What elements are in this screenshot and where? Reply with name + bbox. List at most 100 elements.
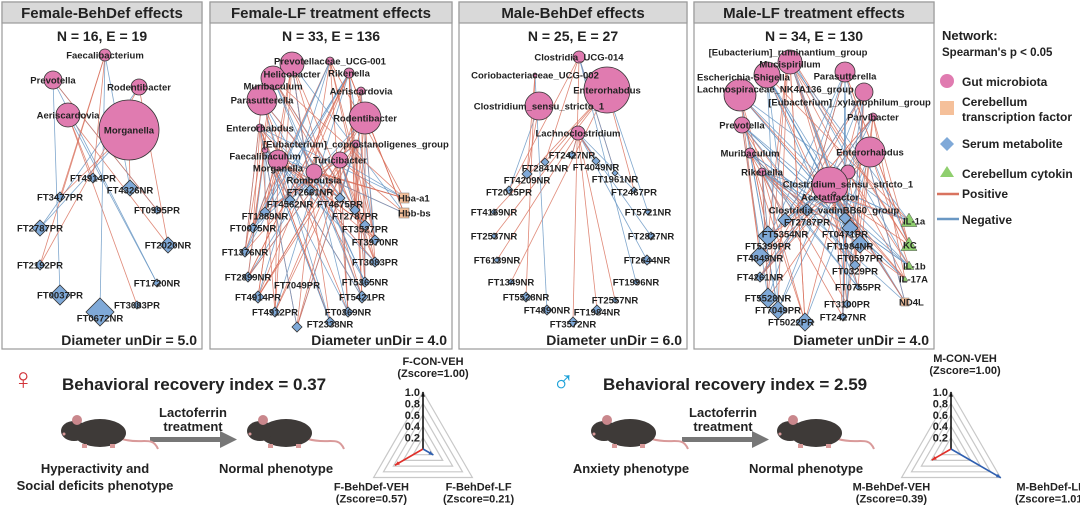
gut-microbiota-node[interactable] [831,191,837,197]
serum-metabolite-node[interactable] [838,312,848,322]
gut-microbiota-node[interactable] [757,167,767,177]
serum-metabolite-node[interactable] [540,157,550,167]
gut-microbiota-node[interactable] [348,101,382,135]
serum-metabolite-node[interactable] [541,304,553,316]
serum-metabolite-node[interactable] [349,204,361,216]
gut-microbiota-node[interactable] [55,102,81,128]
gut-microbiota-node[interactable] [733,116,751,134]
serum-metabolite-node[interactable] [152,205,162,215]
transcription-factor-node[interactable] [398,207,410,219]
serum-metabolite-node[interactable] [850,234,870,254]
gut-microbiota-node[interactable] [723,78,757,112]
serum-metabolite-node[interactable] [768,300,788,320]
serum-metabolite-node[interactable] [247,222,259,234]
gut-microbiota-node[interactable] [246,84,278,116]
gut-microbiota-node[interactable] [43,70,63,90]
gut-microbiota-node[interactable] [267,149,289,171]
serum-metabolite-node[interactable] [369,234,381,246]
serum-metabolite-node[interactable] [838,211,852,225]
serum-metabolite-node[interactable] [34,259,46,271]
serum-metabolite-node[interactable] [334,192,346,204]
serum-metabolite-node[interactable] [504,185,514,195]
serum-metabolite-node[interactable] [242,271,254,283]
serum-metabolite-node[interactable] [304,184,316,196]
serum-metabolite-node[interactable] [87,172,99,184]
gut-microbiota-node[interactable] [98,99,160,161]
cytokine-node[interactable] [900,236,918,251]
gut-microbiota-node[interactable] [753,61,781,89]
serum-metabolite-node[interactable] [842,299,852,309]
serum-metabolite-node[interactable] [630,186,638,194]
cytokine-node[interactable] [900,212,918,227]
serum-metabolite-node[interactable] [490,208,498,216]
gut-microbiota-node[interactable] [570,125,586,141]
serum-metabolite-node[interactable] [121,179,139,197]
gut-microbiota-node[interactable] [583,66,631,114]
serum-metabolite-node[interactable] [159,236,177,254]
gut-microbiota-node[interactable] [524,91,554,121]
serum-metabolite-node[interactable] [152,278,162,288]
serum-metabolite-node[interactable] [359,276,371,288]
serum-metabolite-node[interactable] [800,203,814,217]
serum-metabolite-node[interactable] [795,312,815,332]
serum-metabolite-node[interactable] [777,212,793,228]
serum-metabolite-node[interactable] [841,219,859,237]
serum-metabolite-node[interactable] [749,245,771,267]
serum-metabolite-node[interactable] [754,271,766,283]
gut-microbiota-node[interactable] [255,123,265,133]
serum-metabolite-node[interactable] [369,256,381,268]
serum-metabolite-node[interactable] [54,191,66,203]
gut-microbiota-node[interactable] [744,147,756,159]
gut-microbiota-node[interactable] [868,112,878,122]
serum-metabolite-node[interactable] [507,278,515,286]
serum-metabolite-node[interactable] [632,278,640,286]
serum-metabolite-node[interactable] [239,246,251,258]
gut-microbiota-node[interactable] [331,151,349,169]
serum-metabolite-node[interactable] [85,297,115,327]
serum-metabolite-node[interactable] [324,316,336,328]
gut-microbiota-node[interactable] [777,49,803,75]
serum-metabolite-node[interactable] [291,321,303,333]
gut-microbiota-node[interactable] [261,146,269,154]
gut-microbiota-node[interactable] [325,56,335,66]
serum-metabolite-node[interactable] [567,316,579,328]
serum-metabolite-node[interactable] [490,232,498,240]
serum-metabolite-node[interactable] [342,306,354,318]
serum-metabolite-node[interactable] [284,194,296,206]
gut-microbiota-node[interactable] [305,163,323,181]
gut-microbiota-node[interactable] [811,166,849,204]
serum-metabolite-node[interactable] [520,291,532,303]
serum-metabolite-node[interactable] [641,254,653,266]
cytokine-node[interactable] [903,260,915,270]
serum-metabolite-node[interactable] [251,290,265,304]
serum-metabolite-node[interactable] [567,150,577,160]
serum-metabolite-node[interactable] [132,300,142,310]
gut-microbiota-node[interactable] [343,67,355,79]
serum-metabolite-node[interactable] [757,225,779,247]
gut-microbiota-node[interactable] [854,136,886,168]
gut-microbiota-node[interactable] [532,72,538,78]
serum-metabolite-node[interactable] [359,219,371,231]
gut-microbiota-node[interactable] [130,78,148,96]
serum-metabolite-node[interactable] [521,168,533,180]
serum-metabolite-node[interactable] [644,208,652,216]
serum-metabolite-node[interactable] [31,219,49,237]
transcription-factor-node[interactable] [398,192,410,204]
serum-metabolite-node[interactable] [591,304,603,316]
gut-microbiota-node[interactable] [356,86,366,96]
gut-microbiota-node[interactable] [572,50,586,64]
serum-metabolite-node[interactable] [611,296,619,304]
gut-microbiota-node[interactable] [351,139,361,149]
serum-metabolite-node[interactable] [611,169,619,177]
serum-metabolite-node[interactable] [757,287,779,309]
transcription-factor-node[interactable] [900,297,910,307]
serum-metabolite-node[interactable] [355,290,369,304]
gut-microbiota-node[interactable] [834,61,856,83]
serum-metabolite-node[interactable] [493,256,501,264]
gut-microbiota-node[interactable] [279,51,305,77]
serum-metabolite-node[interactable] [849,259,861,271]
gut-microbiota-node[interactable] [854,82,874,102]
serum-metabolite-node[interactable] [646,231,656,241]
serum-metabolite-node[interactable] [49,284,71,306]
serum-metabolite-node[interactable] [269,306,281,318]
